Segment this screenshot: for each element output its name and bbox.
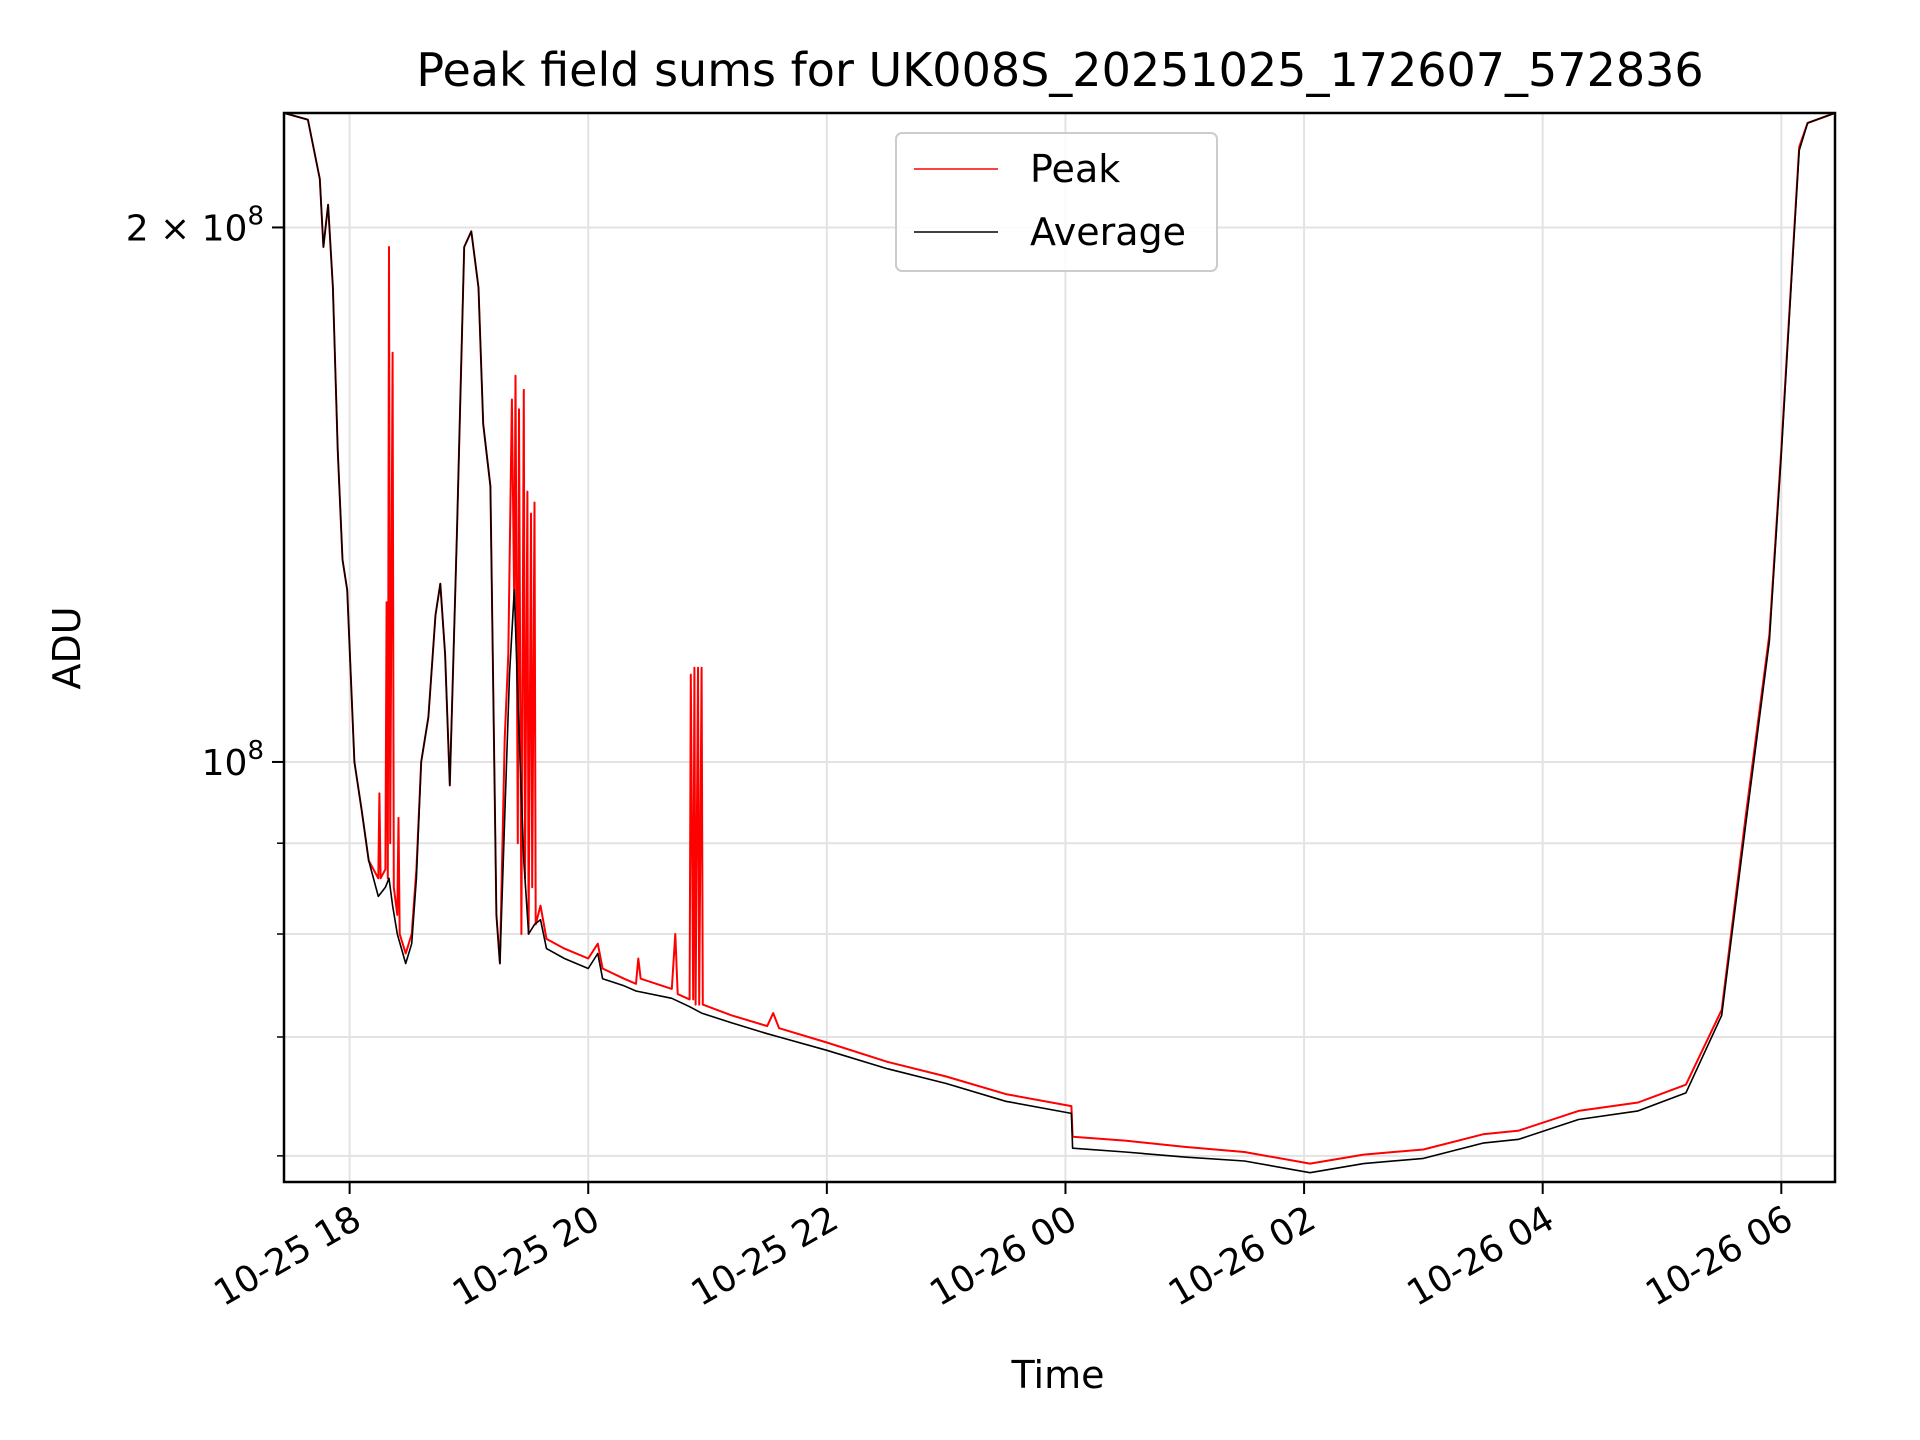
gridlines: [284, 113, 1835, 1182]
y-axis-label: ADU: [45, 606, 89, 689]
legend-label-average: Average: [1030, 210, 1186, 254]
legend: Peak Average: [895, 132, 1218, 272]
legend-label-peak: Peak: [1030, 147, 1120, 191]
legend-frame: [895, 132, 1218, 272]
x-axis-label: Time: [1011, 1353, 1105, 1397]
plot-area-frame: [282, 111, 1837, 1184]
y-axis: 108 2 × 108: [126, 201, 284, 1157]
series-line-average: [284, 113, 1835, 1174]
chart-title: Peak field sums for UK008S_20251025_1726…: [416, 43, 1703, 97]
plot-series: [284, 113, 1835, 1174]
series-line-peak: [284, 113, 1835, 1165]
y-tick-label: 2 × 108: [126, 201, 264, 249]
y-tick-label: 108: [202, 736, 264, 784]
